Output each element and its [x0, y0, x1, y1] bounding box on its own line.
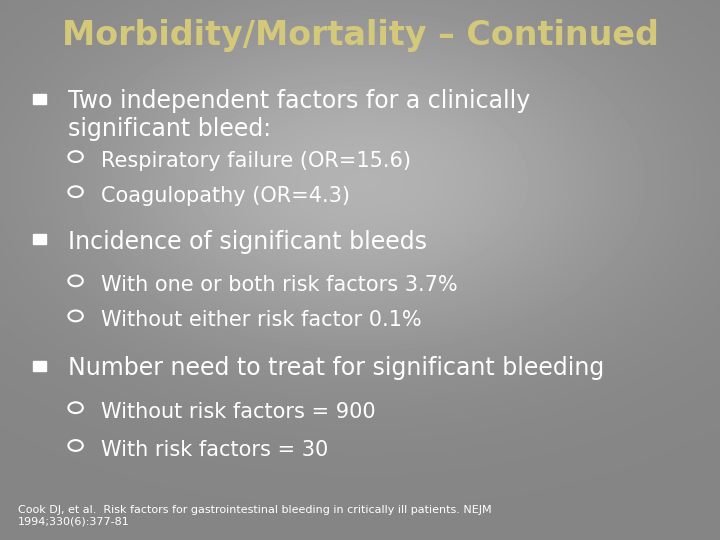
FancyBboxPatch shape: [33, 94, 46, 104]
Text: Two independent factors for a clinically
significant bleed:: Two independent factors for a clinically…: [68, 89, 531, 141]
Text: Coagulopathy (OR=4.3): Coagulopathy (OR=4.3): [101, 186, 350, 206]
Text: Cook DJ, et al.  Risk factors for gastrointestinal bleeding in critically ill pa: Cook DJ, et al. Risk factors for gastroi…: [18, 505, 492, 526]
Text: With one or both risk factors 3.7%: With one or both risk factors 3.7%: [101, 275, 457, 295]
FancyBboxPatch shape: [33, 234, 46, 244]
Text: Number need to treat for significant bleeding: Number need to treat for significant ble…: [68, 356, 605, 380]
Text: With risk factors = 30: With risk factors = 30: [101, 440, 328, 460]
Text: Without risk factors = 900: Without risk factors = 900: [101, 402, 375, 422]
Text: Without either risk factor 0.1%: Without either risk factor 0.1%: [101, 310, 421, 330]
Text: Respiratory failure (OR=15.6): Respiratory failure (OR=15.6): [101, 151, 411, 171]
Text: Morbidity/Mortality – Continued: Morbidity/Mortality – Continued: [62, 19, 658, 52]
Text: Incidence of significant bleeds: Incidence of significant bleeds: [68, 230, 428, 253]
FancyBboxPatch shape: [33, 361, 46, 371]
